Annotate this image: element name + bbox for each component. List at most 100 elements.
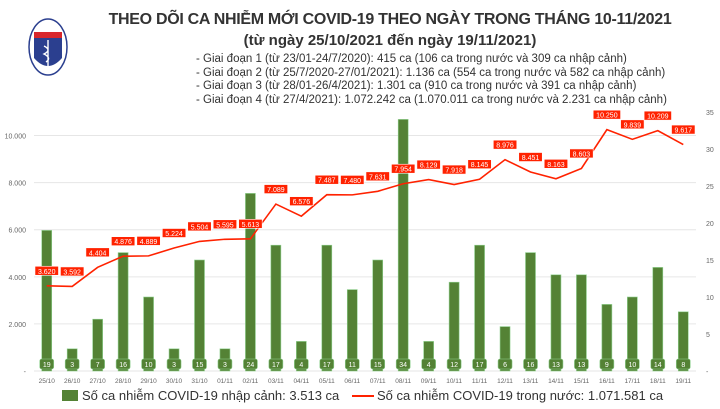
- bar-label-bg: [64, 358, 80, 370]
- line-label-bg: [365, 171, 390, 182]
- line-domestic: [46, 128, 684, 288]
- bar-data-label: 19: [43, 362, 51, 369]
- line-label-bg: [340, 175, 365, 185]
- right-axis-tick: 5: [706, 332, 710, 339]
- line-data-label: 6.576: [293, 199, 311, 206]
- left-axis-tick: -: [24, 369, 27, 376]
- bar-label-bg: [446, 358, 462, 370]
- x-axis-tick: 29/10: [140, 378, 157, 385]
- bar-label-bg: [497, 358, 513, 370]
- bar-data-label: 9: [605, 362, 609, 369]
- bar-imported: [474, 244, 485, 372]
- x-axis-tick: 08/11: [395, 378, 411, 385]
- bar-label-bg: [115, 358, 131, 370]
- bar-label-bg: [141, 358, 156, 370]
- line-data-label: 10.209: [647, 114, 669, 121]
- line-data-label: 8.603: [573, 151, 591, 158]
- bar-data-label: 13: [552, 362, 560, 369]
- line-data-label: 8.129: [420, 163, 438, 170]
- bar-imported: [296, 341, 307, 372]
- bar-data-label: 14: [654, 362, 662, 369]
- x-axis-tick: 03/11: [268, 378, 284, 385]
- bar-label-bg: [523, 358, 538, 370]
- bar-imported: [576, 274, 587, 372]
- x-axis-tick: 09/11: [421, 378, 437, 385]
- right-axis-tick: 35: [706, 110, 714, 117]
- line-label-bg: [187, 221, 212, 232]
- bar-data-label: 13: [578, 362, 586, 369]
- line-label-bg: [161, 228, 187, 238]
- line-label-bg: [569, 148, 594, 159]
- legend-imported: Số ca nhiễm COVID-19 nhập cảnh: 3.513 ca: [62, 388, 339, 403]
- line-data-label: 8.976: [496, 143, 514, 150]
- bar-imported: [245, 193, 256, 372]
- bar-data-label: 4: [299, 362, 303, 369]
- line-label-bg: [518, 152, 543, 162]
- bar-label-bg: [650, 358, 666, 370]
- bar-label-bg: [243, 358, 258, 370]
- legend-line-swatch: [352, 394, 374, 397]
- bar-imported: [194, 259, 205, 372]
- x-axis-tick: 26/10: [64, 378, 81, 385]
- bar-label-bg: [319, 358, 335, 370]
- line-data-label: 3.592: [63, 269, 81, 276]
- bar-label-bg: [166, 358, 182, 370]
- line-data-label: 7.918: [445, 168, 463, 175]
- bar-imported: [321, 244, 333, 372]
- ministry-logo: [28, 18, 68, 81]
- line-label-bg: [442, 164, 467, 175]
- x-axis-tick: 28/10: [115, 378, 132, 385]
- note-stage-1: - Giai đoạn 1 (từ 23/01-24/7/2020): 415 …: [196, 53, 627, 65]
- bar-imported: [270, 244, 282, 372]
- bar-imported: [601, 304, 613, 372]
- bar-label-bg: [268, 358, 284, 370]
- bar-imported: [117, 252, 129, 372]
- bar-label-bg: [395, 358, 411, 370]
- bar-data-label: 17: [323, 362, 331, 369]
- left-axis-tick: 8.000: [8, 181, 26, 188]
- x-axis-tick: 01/11: [217, 378, 233, 385]
- line-data-label: 8.145: [471, 162, 489, 169]
- note-stage-4: - Giai đoạn 4 (từ 27/4/2021): 1.072.242 …: [196, 93, 667, 106]
- line-data-label: 5.613: [242, 222, 260, 229]
- bar-imported: [499, 326, 511, 372]
- x-axis-tick: 07/11: [370, 378, 386, 385]
- x-axis-tick: 12/11: [497, 378, 513, 385]
- line-label-bg: [592, 109, 621, 120]
- chart-subtitle: (từ ngày 25/10/2021 đến ngày 19/11/2021): [243, 32, 537, 49]
- line-label-bg: [543, 158, 569, 169]
- right-axis-tick: 30: [706, 147, 714, 154]
- bar-imported: [372, 259, 384, 372]
- x-axis-tick: 15/11: [574, 378, 590, 385]
- right-axis-tick: -: [706, 369, 709, 376]
- line-label-bg: [238, 219, 263, 229]
- x-axis-tick: 13/11: [523, 378, 539, 385]
- x-axis-tick: 30/10: [166, 378, 183, 385]
- bar-label-bg: [675, 358, 691, 370]
- right-axis-tick: 15: [706, 258, 714, 265]
- line-label-bg: [492, 139, 518, 150]
- bar-data-label: 15: [196, 362, 204, 369]
- line-data-label: 7.480: [344, 178, 362, 185]
- bar-imported: [397, 119, 409, 372]
- chart-title: THEO DÕI CA NHIỄM MỚI COVID-19 THEO NGÀY…: [108, 11, 672, 28]
- line-data-label: 9.617: [675, 128, 693, 135]
- legend-domestic: Số ca nhiễm COVID-19 trong nước: 1.071.5…: [352, 388, 663, 403]
- bar-imported: [550, 274, 562, 372]
- line-label-bg: [212, 219, 238, 230]
- line-label-bg: [289, 196, 314, 206]
- x-axis-tick: 10/11: [446, 378, 462, 385]
- bar-data-label: 10: [145, 362, 153, 369]
- line-data-label: 7.089: [267, 187, 285, 194]
- legend-domestic-label: Số ca nhiễm COVID-19 trong nước: 1.071.5…: [377, 388, 664, 403]
- bar-imported: [92, 318, 103, 372]
- bar-imported: [652, 267, 664, 372]
- line-data-label: 7.954: [394, 167, 412, 174]
- line-data-label: 3.620: [38, 269, 56, 276]
- bar-label-bg: [472, 358, 487, 370]
- bar-data-label: 17: [272, 362, 280, 369]
- bar-label-bg: [599, 358, 615, 370]
- bar-data-label: 7: [96, 362, 100, 369]
- line-data-label: 9.839: [624, 122, 642, 129]
- x-axis-tick: 25/10: [39, 378, 56, 385]
